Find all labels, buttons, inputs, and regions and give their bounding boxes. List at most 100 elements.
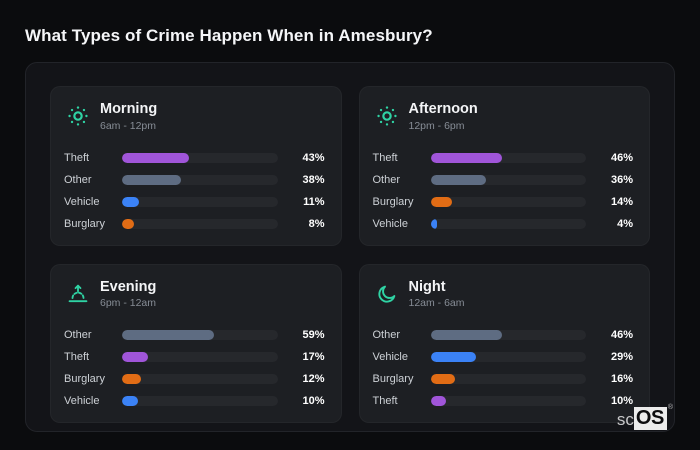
category-label: Burglary <box>64 373 105 386</box>
percent-value: 4% <box>617 217 633 230</box>
registered-mark-icon: ® <box>667 404 673 411</box>
card-night: Night 12am - 6am Other 46% Vehicle 29% B… <box>358 263 650 424</box>
percent-value: 10% <box>610 395 633 408</box>
bar-fill <box>430 374 456 385</box>
card-evening-header: Evening 6pm - 12am <box>64 278 325 310</box>
bar-track <box>122 352 278 363</box>
bar-track <box>430 218 586 229</box>
card-subtitle: 6am - 12pm <box>100 119 157 132</box>
page-title: What Types of Crime Happen When in Amesb… <box>25 26 433 45</box>
bar-track <box>430 352 586 363</box>
bar-track <box>430 152 586 163</box>
bar-row: Theft 43% <box>64 147 325 169</box>
card-night-header: Night 12am - 6am <box>373 278 634 310</box>
category-label: Burglary <box>64 217 105 230</box>
bar-track <box>122 396 278 407</box>
card-title: Evening <box>100 278 157 295</box>
bar-row: Theft 17% <box>64 346 325 368</box>
category-label: Vehicle <box>372 351 408 364</box>
percent-value: 43% <box>302 151 325 164</box>
category-label: Burglary <box>372 373 414 386</box>
brand-logo-prefix: sc <box>616 410 634 429</box>
bar-track <box>122 196 278 207</box>
bar-row: Other 59% <box>64 324 325 346</box>
bar-row: Burglary 16% <box>373 368 634 390</box>
percent-value: 10% <box>302 395 325 408</box>
percent-value: 59% <box>302 329 325 342</box>
sun-icon <box>375 104 399 128</box>
percent-value: 38% <box>302 173 325 186</box>
bar-fill <box>430 330 503 341</box>
card-subtitle: 6pm - 12am <box>100 297 157 310</box>
bar-row: Vehicle 4% <box>373 213 634 235</box>
percent-value: 12% <box>302 373 325 386</box>
bar-chart: Theft 46% Other 36% Burglary 14% <box>373 147 634 235</box>
moon-icon <box>375 282 399 306</box>
bar-track <box>122 174 278 185</box>
card-afternoon-header: Afternoon 12pm - 6pm <box>373 101 634 132</box>
percent-value: 46% <box>610 151 633 164</box>
percent-value: 36% <box>610 173 633 186</box>
sunrise-icon <box>66 282 90 306</box>
sun-icon <box>66 104 90 128</box>
brand-logo: sc OS ® <box>616 404 673 430</box>
bar-row: Burglary 14% <box>373 191 634 213</box>
bar-fill <box>122 196 140 207</box>
category-label: Other <box>64 173 92 186</box>
bar-chart: Theft 43% Other 38% Vehicle 11% <box>64 147 325 235</box>
percent-value: 8% <box>308 217 325 230</box>
category-label: Vehicle <box>372 217 408 230</box>
category-label: Vehicle <box>64 395 100 408</box>
card-morning-header: Morning 6am - 12pm <box>64 101 325 132</box>
percent-value: 17% <box>302 351 325 364</box>
bar-row: Burglary 12% <box>64 368 325 390</box>
percent-value: 29% <box>610 351 633 364</box>
card-subtitle: 12am - 6am <box>408 297 465 310</box>
category-label: Other <box>64 329 92 342</box>
bar-row: Vehicle 11% <box>64 191 325 213</box>
bar-track <box>430 174 586 185</box>
card-subtitle: 12pm - 6pm <box>408 119 465 132</box>
card-afternoon: Afternoon 12pm - 6pm Theft 46% Other 36%… <box>358 86 650 246</box>
bar-chart: Other 46% Vehicle 29% Burglary 16% <box>373 324 634 412</box>
bar-track <box>430 396 586 407</box>
bar-track <box>430 196 586 207</box>
category-label: Vehicle <box>64 195 100 208</box>
bar-row: Vehicle 10% <box>64 390 325 412</box>
bar-fill <box>430 218 437 229</box>
category-label: Theft <box>64 151 90 164</box>
category-label: Theft <box>372 151 398 164</box>
bar-row: Theft 46% <box>373 147 634 169</box>
bar-track <box>122 152 278 163</box>
card-evening: Evening 6pm - 12am Other 59% Theft 17% B… <box>50 263 342 424</box>
category-label: Theft <box>64 351 90 364</box>
bar-fill <box>430 352 476 363</box>
bar-row: Other 36% <box>373 169 634 191</box>
bar-fill <box>122 174 182 185</box>
bar-row: Other 46% <box>373 324 634 346</box>
percent-value: 14% <box>610 195 633 208</box>
category-label: Burglary <box>372 195 414 208</box>
percent-value: 16% <box>610 373 633 386</box>
bar-row: Vehicle 29% <box>373 346 634 368</box>
bar-track <box>122 374 278 385</box>
bar-fill <box>430 196 453 207</box>
card-morning: Morning 6am - 12pm Theft 43% Other 38% V… <box>50 86 342 246</box>
card-title: Night <box>408 278 446 295</box>
card-title: Afternoon <box>408 101 478 117</box>
bar-fill <box>430 396 447 407</box>
bar-fill <box>430 152 503 163</box>
bar-row: Burglary 8% <box>64 213 325 235</box>
bar-chart: Other 59% Theft 17% Burglary 12% <box>64 324 325 412</box>
bar-fill <box>122 352 149 363</box>
category-label: Theft <box>372 395 398 408</box>
category-label: Other <box>372 329 401 342</box>
percent-value: 11% <box>303 195 325 208</box>
bar-track <box>430 330 586 341</box>
bar-track <box>122 218 278 229</box>
bar-row: Other 38% <box>64 169 325 191</box>
bar-fill <box>122 330 214 341</box>
bar-track <box>122 330 278 341</box>
brand-logo-suffix: OS <box>633 407 667 430</box>
bar-fill <box>122 374 141 385</box>
